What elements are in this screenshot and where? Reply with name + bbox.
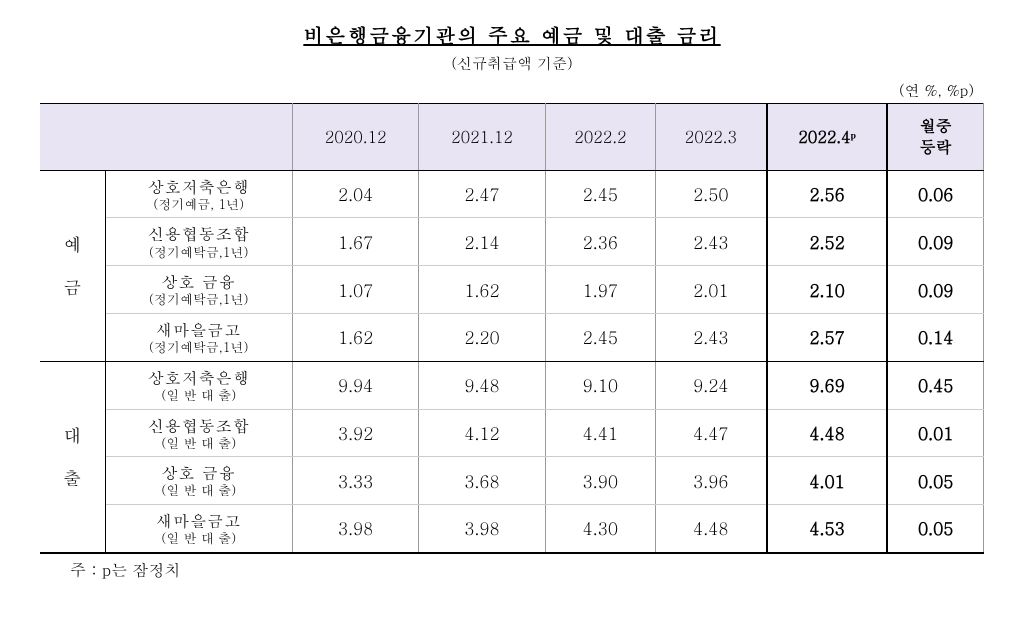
rates-table: 2020.12 2021.12 2022.2 2022.3 2022.4ᵖ 월중… — [40, 103, 984, 554]
data-cell: 2.20 — [419, 313, 545, 361]
category-label: 대출 — [40, 361, 105, 553]
data-cell: 3.90 — [545, 457, 655, 505]
data-cell: 2.45 — [545, 313, 655, 361]
data-cell: 3.33 — [292, 457, 418, 505]
highlight-cell: 4.53 — [767, 505, 888, 553]
data-cell: 3.98 — [292, 505, 418, 553]
data-cell: 2.01 — [656, 266, 767, 314]
row-label: 상호 금융(일 반 대 출) — [105, 457, 292, 505]
data-cell: 4.41 — [545, 409, 655, 457]
highlight-cell: 2.56 — [767, 170, 888, 218]
highlight-cell: 2.52 — [767, 218, 888, 266]
data-cell: 2.43 — [656, 313, 767, 361]
data-cell: 2.50 — [656, 170, 767, 218]
data-cell: 4.47 — [656, 409, 767, 457]
data-cell: 2.14 — [419, 218, 545, 266]
highlight-cell: 4.01 — [767, 457, 888, 505]
data-cell: 2.43 — [656, 218, 767, 266]
data-cell: 9.48 — [419, 361, 545, 409]
category-label: 예금 — [40, 170, 105, 361]
table-row: 상호 금융(정기예탁금,1년)1.071.621.972.012.100.09 — [40, 266, 984, 314]
data-cell: 4.48 — [656, 505, 767, 553]
change-cell: 0.14 — [887, 313, 983, 361]
data-cell: 2.36 — [545, 218, 655, 266]
row-label: 상호 금융(정기예탁금,1년) — [105, 266, 292, 314]
page-title: 비은행금융기관의 주요 예금 및 대출 금리 — [40, 20, 984, 49]
row-label: 신용협동조합(일 반 대 출) — [105, 409, 292, 457]
row-label: 신용협동조합(정기예탁금,1년) — [105, 218, 292, 266]
data-cell: 1.07 — [292, 266, 418, 314]
table-row: 새마을금고(정기예탁금,1년)1.622.202.452.432.570.14 — [40, 313, 984, 361]
highlight-cell: 2.10 — [767, 266, 888, 314]
data-cell: 9.24 — [656, 361, 767, 409]
change-cell: 0.05 — [887, 457, 983, 505]
highlight-cell: 2.57 — [767, 313, 888, 361]
header-change: 월중 등락 — [887, 104, 983, 171]
row-label: 상호저축은행(정기예금, 1년) — [105, 170, 292, 218]
header-col-3: 2022.3 — [656, 104, 767, 171]
header-col-2: 2022.2 — [545, 104, 655, 171]
row-label: 상호저축은행(일 반 대 출) — [105, 361, 292, 409]
change-cell: 0.45 — [887, 361, 983, 409]
page-subtitle: (신규취급액 기준) — [40, 53, 984, 74]
table-row: 상호 금융(일 반 대 출)3.333.683.903.964.010.05 — [40, 457, 984, 505]
data-cell: 9.10 — [545, 361, 655, 409]
header-blank — [40, 104, 292, 171]
data-cell: 1.62 — [419, 266, 545, 314]
footnote: 주 : p는 잠정치 — [40, 558, 984, 581]
header-col-0: 2020.12 — [292, 104, 418, 171]
table-row: 신용협동조합(일 반 대 출)3.924.124.414.474.480.01 — [40, 409, 984, 457]
change-cell: 0.06 — [887, 170, 983, 218]
table-row: 예금상호저축은행(정기예금, 1년)2.042.472.452.502.560.… — [40, 170, 984, 218]
data-cell: 3.68 — [419, 457, 545, 505]
table-row: 신용협동조합(정기예탁금,1년)1.672.142.362.432.520.09 — [40, 218, 984, 266]
data-cell: 1.97 — [545, 266, 655, 314]
table-row: 대출상호저축은행(일 반 대 출)9.949.489.109.249.690.4… — [40, 361, 984, 409]
data-cell: 3.96 — [656, 457, 767, 505]
data-cell: 4.12 — [419, 409, 545, 457]
change-cell: 0.01 — [887, 409, 983, 457]
row-label: 새마을금고(정기예탁금,1년) — [105, 313, 292, 361]
change-cell: 0.05 — [887, 505, 983, 553]
data-cell: 2.45 — [545, 170, 655, 218]
change-cell: 0.09 — [887, 266, 983, 314]
unit-label: (연 %, %p) — [40, 80, 984, 101]
highlight-cell: 9.69 — [767, 361, 888, 409]
data-cell: 1.67 — [292, 218, 418, 266]
data-cell: 1.62 — [292, 313, 418, 361]
header-col-1: 2021.12 — [419, 104, 545, 171]
change-cell: 0.09 — [887, 218, 983, 266]
data-cell: 4.30 — [545, 505, 655, 553]
data-cell: 3.92 — [292, 409, 418, 457]
row-label: 새마을금고(일 반 대 출) — [105, 505, 292, 553]
header-row: 2020.12 2021.12 2022.2 2022.3 2022.4ᵖ 월중… — [40, 104, 984, 171]
data-cell: 3.98 — [419, 505, 545, 553]
header-highlight: 2022.4ᵖ — [767, 104, 888, 171]
data-cell: 2.04 — [292, 170, 418, 218]
table-row: 새마을금고(일 반 대 출)3.983.984.304.484.530.05 — [40, 505, 984, 553]
data-cell: 9.94 — [292, 361, 418, 409]
highlight-cell: 4.48 — [767, 409, 888, 457]
data-cell: 2.47 — [419, 170, 545, 218]
